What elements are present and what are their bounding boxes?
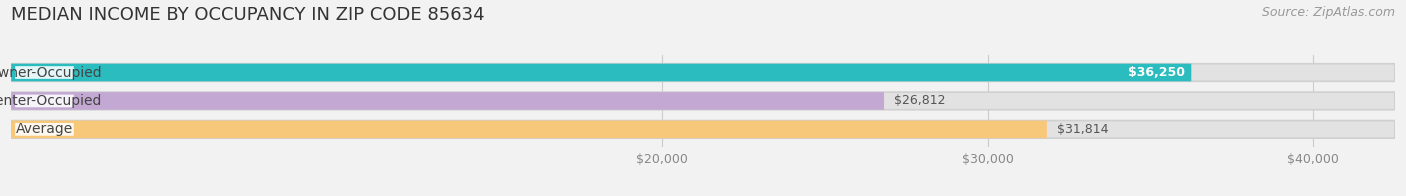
Text: $31,814: $31,814 bbox=[1057, 123, 1108, 136]
Text: Renter-Occupied: Renter-Occupied bbox=[0, 94, 103, 108]
FancyBboxPatch shape bbox=[15, 66, 73, 79]
Text: Source: ZipAtlas.com: Source: ZipAtlas.com bbox=[1261, 6, 1395, 19]
Text: Average: Average bbox=[15, 122, 73, 136]
FancyBboxPatch shape bbox=[11, 92, 884, 110]
FancyBboxPatch shape bbox=[11, 92, 1395, 110]
Text: $26,812: $26,812 bbox=[894, 94, 945, 107]
Text: $36,250: $36,250 bbox=[1128, 66, 1185, 79]
Text: MEDIAN INCOME BY OCCUPANCY IN ZIP CODE 85634: MEDIAN INCOME BY OCCUPANCY IN ZIP CODE 8… bbox=[11, 6, 485, 24]
FancyBboxPatch shape bbox=[11, 64, 1395, 81]
FancyBboxPatch shape bbox=[11, 121, 1395, 138]
FancyBboxPatch shape bbox=[15, 95, 73, 107]
FancyBboxPatch shape bbox=[11, 121, 1047, 138]
FancyBboxPatch shape bbox=[15, 123, 73, 136]
FancyBboxPatch shape bbox=[11, 64, 1191, 81]
Text: Owner-Occupied: Owner-Occupied bbox=[0, 65, 101, 80]
